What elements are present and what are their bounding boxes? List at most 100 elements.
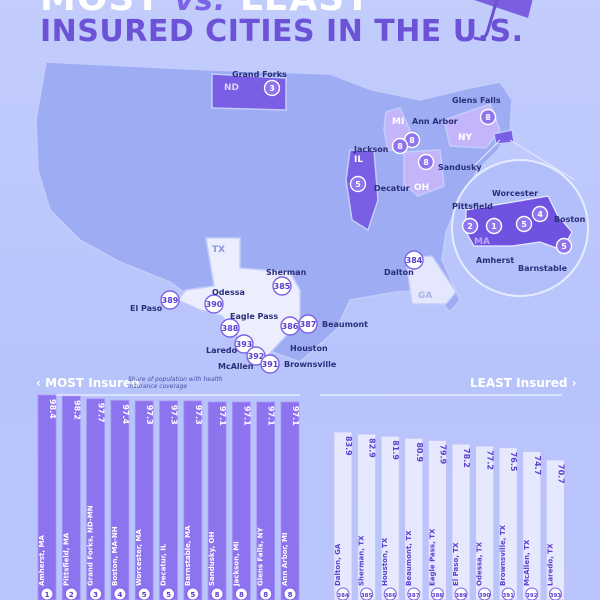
bar-category-label: Beaumont, TX <box>405 530 413 586</box>
city-marker: 2 Pittsfield <box>452 202 493 235</box>
bar-rank-badge <box>40 587 54 600</box>
bar-category-label: McAllen, TX <box>523 539 531 586</box>
city-rank-label: 386 <box>282 322 299 331</box>
city-rank-badge <box>280 316 300 336</box>
state-label-tx: TX <box>212 245 225 255</box>
state-label-ga: GA <box>418 291 432 301</box>
bar <box>110 399 130 600</box>
bar-rank-label: 5 <box>190 591 195 599</box>
state-label-nd: ND <box>224 83 239 93</box>
bar-category-label: Eagle Pass, TX <box>428 528 436 586</box>
bar-rank-badge <box>283 587 297 600</box>
bar-rank-label: 385 <box>361 593 373 599</box>
bar-rank-badge <box>548 587 562 600</box>
city-marker: 385 Sherman <box>266 268 307 296</box>
bar-rank-badge <box>113 587 127 600</box>
city-name-label: Laredo <box>206 346 238 355</box>
city-marker: 390 Odessa <box>204 288 245 314</box>
bar-rank-label: 393 <box>550 593 562 599</box>
bar-rank-label: 4 <box>117 591 122 599</box>
bar-category-label: Brownsville, TX <box>499 524 507 586</box>
title-least: LEAST <box>240 0 371 19</box>
city-marker: 8 Glens Falls <box>452 96 501 126</box>
city-rank-badge <box>349 175 367 193</box>
city-rank-badge <box>404 250 424 270</box>
city-name-label: Glens Falls <box>452 96 501 105</box>
title-top-line: MOST vs. LEAST <box>40 0 371 19</box>
bar-category-label: Decatur, IL <box>160 543 168 586</box>
city-marker: 388 Eagle Pass <box>220 312 278 338</box>
bar <box>475 445 495 600</box>
city-rank-label: 392 <box>248 352 265 361</box>
bar <box>256 401 276 600</box>
bar-rank-label: 3 <box>93 591 98 599</box>
bar <box>380 435 400 600</box>
title-vs: vs. <box>174 0 227 18</box>
bar-category-label: Ann Arbor, MI <box>281 532 289 586</box>
bar-rank-badge <box>137 587 151 600</box>
bar <box>333 431 353 600</box>
city-marker: 8 Jackson <box>353 137 409 155</box>
city-rank-label: 393 <box>236 340 253 349</box>
bar <box>280 401 300 600</box>
bar-category-label: Jackson, MI <box>232 541 240 587</box>
title-most: MOST <box>40 0 161 19</box>
city-rank-label: 5 <box>355 180 361 189</box>
bar-value-label: 83.9 <box>344 436 353 456</box>
city-marker: 386 Houston <box>280 316 328 353</box>
bar-rank-badge <box>336 587 350 600</box>
bar <box>207 401 227 600</box>
bar-rank-label: 5 <box>166 591 171 599</box>
city-rank-badge <box>204 294 224 314</box>
city-rank-label: 5 <box>521 220 527 229</box>
city-rank-badge <box>260 354 280 374</box>
city-name-label: Grand Forks <box>232 70 287 79</box>
city-rank-badge <box>515 215 533 233</box>
bar-rank-label: 384 <box>337 593 349 599</box>
city-rank-badge <box>461 217 479 235</box>
city-rank-badge <box>417 153 435 171</box>
bar-value-label: 98.2 <box>72 400 81 420</box>
city-rank-badge <box>160 290 180 310</box>
state-label-mi: MI <box>392 117 404 127</box>
bar-value-label: 77.2 <box>486 450 495 470</box>
city-name-label: Beaumont <box>322 320 368 329</box>
state-label-il: IL <box>354 155 363 165</box>
city-name-label: Ann Arbor <box>412 117 458 126</box>
bar-rank-badge <box>525 587 539 600</box>
bar-rank-badge <box>259 587 273 600</box>
bar-value-label: 97.1 <box>218 406 227 426</box>
bar-rank-badge <box>478 587 492 600</box>
bar <box>427 440 447 600</box>
bar-rank-badge <box>234 587 248 600</box>
bar-value-label: 97.7 <box>97 403 106 423</box>
most-insured-chart: 98.4 Amherst, MA 1 98.2 Pittsfield, MA 2 97.7 G… <box>37 394 300 600</box>
bar-value-label: 97.3 <box>170 405 179 425</box>
bar <box>61 395 81 600</box>
bar-rank-label: 390 <box>479 593 491 599</box>
city-rank-label: 4 <box>537 210 543 219</box>
bar <box>37 394 57 600</box>
city-rank-label: 8 <box>423 158 429 167</box>
bar-category-label: Glens Falls, NY <box>257 527 265 586</box>
city-rank-label: 391 <box>262 360 279 369</box>
city-rank-badge <box>220 318 240 338</box>
city-rank-label: 5 <box>561 242 567 251</box>
most-insured-header: ‹ MOST Insured <box>36 376 140 390</box>
city-rank-badge <box>272 276 292 296</box>
city-marker: 391 Brownsville <box>260 354 337 374</box>
bar-value-label: 97.1 <box>267 406 276 426</box>
bar-value-label: 80.9 <box>415 442 424 462</box>
bar-category-label: Barnstable, MA <box>184 525 192 586</box>
city-rank-label: 388 <box>222 324 239 333</box>
bar-rank-label: 2 <box>69 591 74 599</box>
bar-rank-label: 8 <box>215 591 220 599</box>
city-name-label: Pittsfield <box>452 202 493 211</box>
most-insured-note: Share of population with health insuranc… <box>128 376 223 390</box>
bar-rank-label: 1 <box>45 591 50 599</box>
city-marker: 5 Worcester <box>492 189 538 233</box>
city-name-label: Eagle Pass <box>230 312 278 321</box>
bar <box>86 398 105 600</box>
us-map: ND MI NY IL OH TX GA MA 3 Grand Forks 8 Gle… <box>35 61 589 374</box>
